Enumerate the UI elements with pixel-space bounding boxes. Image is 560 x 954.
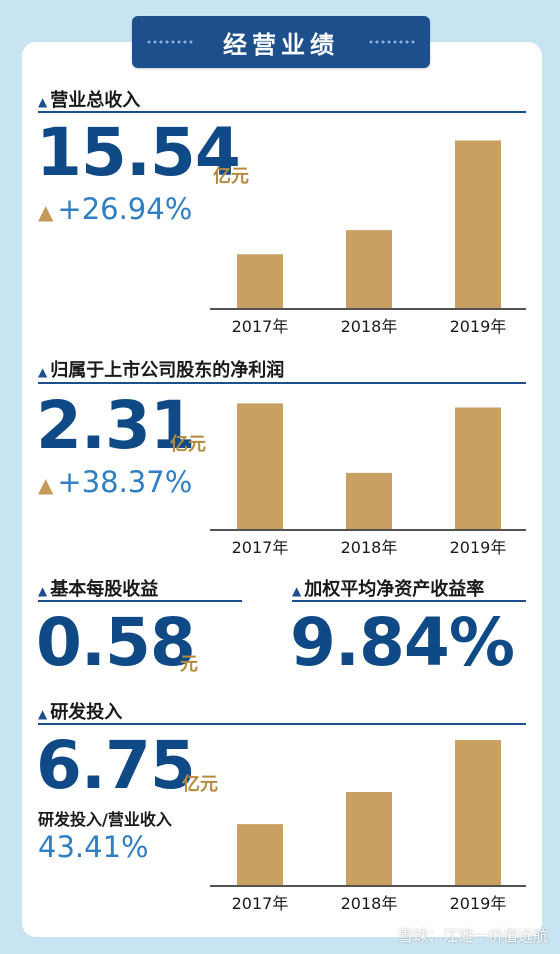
up-triangle-icon: ▲: [38, 473, 54, 497]
rnd-bar-0: [237, 824, 283, 885]
header-banner: 经营业绩: [132, 16, 430, 68]
roe-divider: [292, 600, 526, 602]
net-profit-tick-label-0: 2017年: [232, 538, 289, 557]
eps-divider: [38, 600, 242, 602]
revenue-value: 15.54: [36, 114, 241, 191]
up-triangle-icon: ▲: [38, 200, 54, 224]
net-profit-divider: [38, 382, 526, 384]
net-profit-bar-2: [455, 407, 501, 529]
triangle-icon: ▲: [38, 584, 48, 598]
revenue-section-title: ▲ 营业总收入: [38, 90, 141, 111]
revenue-bar-2: [455, 140, 501, 308]
net-profit-tick-label-1: 2018年: [341, 538, 398, 557]
revenue-divider: [38, 111, 526, 113]
roe-value: 9.84%: [290, 604, 515, 681]
roe-section-title: ▲ 加权平均净资产收益率: [292, 579, 485, 600]
eps-section-title: ▲ 基本每股收益: [38, 579, 159, 600]
eps-value: 0.58: [36, 604, 196, 681]
rnd-divider: [38, 723, 526, 725]
triangle-icon: ▲: [38, 707, 48, 721]
rnd-ratio-value: 43.41%: [38, 830, 149, 864]
net-profit-value: 2.31: [36, 387, 196, 464]
rnd-bar-2: [455, 740, 501, 885]
net-profit-unit: 亿元: [170, 434, 206, 455]
revenue-bar-1: [346, 230, 392, 308]
rnd-tick-label-0: 2017年: [232, 894, 289, 913]
watermark: 雪球：江滩一价值远航: [397, 927, 548, 945]
triangle-icon: ▲: [38, 365, 48, 379]
revenue-tick-label-0: 2017年: [232, 317, 289, 336]
revenue-tick-label-1: 2018年: [341, 317, 398, 336]
rnd-ratio-label: 研发投入/营业收入: [38, 810, 172, 829]
eps-unit: 元: [180, 654, 198, 675]
triangle-icon: ▲: [292, 584, 302, 598]
revenue-growth: ▲ +26.94%: [38, 192, 193, 226]
rnd-unit: 亿元: [182, 774, 218, 795]
rnd-value: 6.75: [36, 727, 196, 804]
triangle-icon: ▲: [38, 95, 48, 109]
rnd-bar-1: [346, 791, 392, 885]
net-profit-section-title: ▲ 归属于上市公司股东的净利润: [38, 360, 285, 381]
revenue-bar-0: [237, 254, 283, 308]
decorative-dots-right: [368, 39, 416, 45]
revenue-unit: 亿元: [213, 166, 249, 187]
net-profit-bar-0: [237, 403, 283, 529]
net-profit-growth: ▲ +38.37%: [38, 465, 193, 499]
net-profit-tick-label-2: 2019年: [450, 538, 507, 557]
net-profit-bar-1: [346, 472, 392, 529]
rnd-tick-label-2: 2019年: [450, 894, 507, 913]
page-title: 经营业绩: [223, 30, 339, 59]
rnd-section-title: ▲ 研发投入: [38, 702, 123, 723]
decorative-dots-left: [146, 39, 194, 45]
rnd-tick-label-1: 2018年: [341, 894, 398, 913]
revenue-tick-label-2: 2019年: [450, 317, 507, 336]
